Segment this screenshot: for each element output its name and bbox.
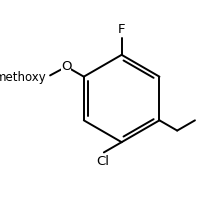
Text: F: F xyxy=(118,23,125,36)
Text: Cl: Cl xyxy=(97,155,109,168)
Text: methoxy: methoxy xyxy=(0,71,46,84)
Text: O: O xyxy=(61,60,71,73)
